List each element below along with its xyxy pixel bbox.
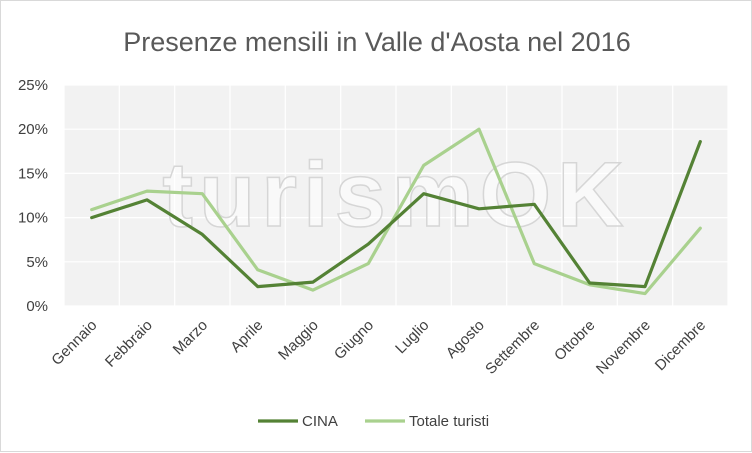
chart-title: Presenze mensili in Valle d'Aosta nel 20… — [123, 27, 630, 57]
x-axis: Gennaio Febbraio Marzo Aprile Maggio Giugno Lu… — [48, 317, 709, 378]
x-tick-label: Marzo — [170, 317, 211, 358]
y-tick-label: 10% — [18, 210, 48, 227]
legend-label: Totale turisti — [409, 413, 489, 430]
series — [90, 127, 702, 296]
legend: CINA Totale turisti — [258, 413, 489, 430]
y-tick-label: 25% — [18, 77, 48, 94]
x-tick-label: Febbraio — [102, 317, 156, 371]
x-tick-label: Ottobre — [551, 317, 598, 364]
series-line-totale-turisti — [90, 127, 702, 296]
x-tick-label: Giugno — [331, 317, 377, 363]
x-tick-label: Novembre — [593, 317, 654, 378]
series-line-cina — [90, 140, 702, 289]
x-tick-label: Settembre — [482, 317, 543, 378]
y-tick-label: 5% — [26, 254, 48, 271]
x-tick-label: Maggio — [275, 317, 322, 364]
x-tick-label: Gennaio — [48, 317, 100, 369]
watermark: turismOK — [162, 144, 629, 246]
y-tick-label: 15% — [18, 165, 48, 182]
x-tick-label: Agosto — [443, 317, 488, 362]
x-tick-label: Dicembre — [652, 317, 709, 374]
y-tick-label: 0% — [26, 298, 48, 315]
legend-label: CINA — [302, 413, 338, 430]
x-tick-label: Aprile — [227, 317, 266, 356]
y-axis: 0% 5% 10% 15% 20% 25% — [18, 77, 48, 315]
y-tick-label: 20% — [18, 121, 48, 138]
x-tick-label: Luglio — [392, 317, 432, 357]
